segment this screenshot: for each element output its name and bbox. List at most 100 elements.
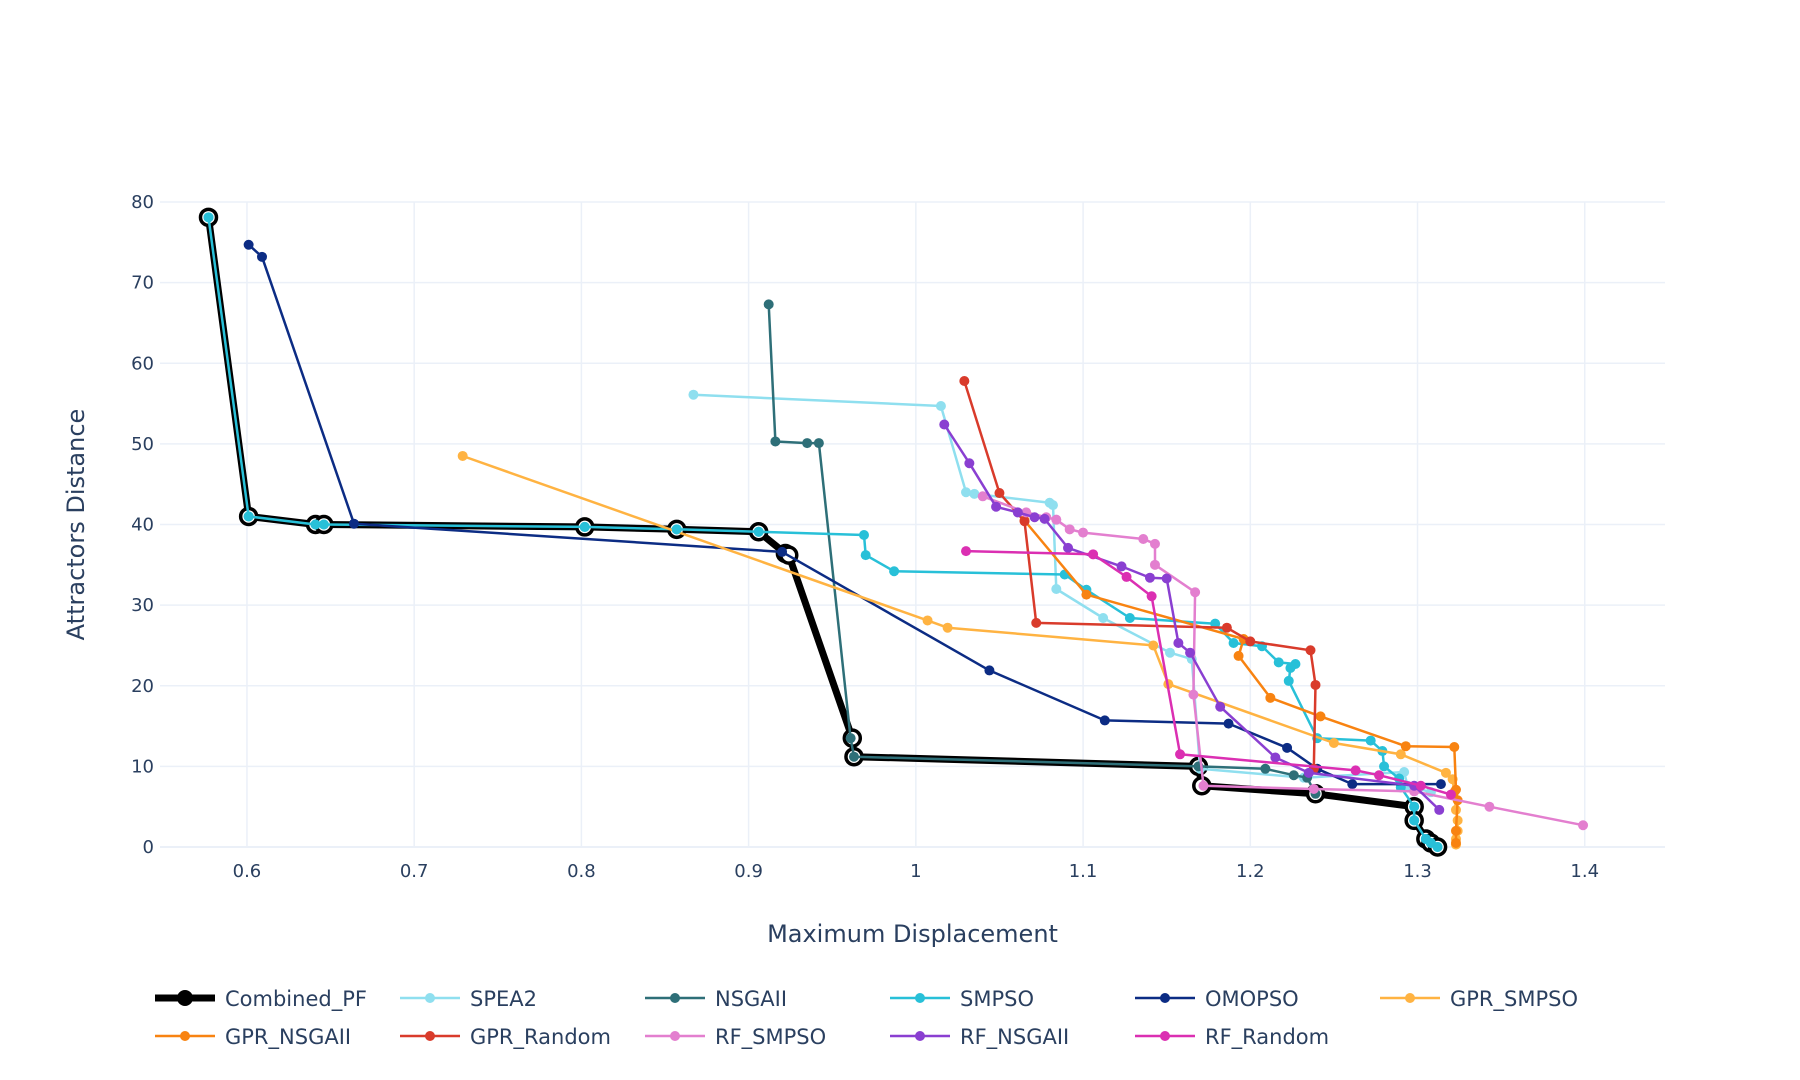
x-axis-title: Maximum Displacement [767,920,1058,948]
data-point [1165,647,1176,658]
data-point [1047,500,1058,511]
data-point [1379,761,1390,772]
y-axis-ticks: 0 10 20 30 40 50 60 70 80 [131,192,154,858]
data-point [1019,516,1030,527]
data-point [1088,549,1099,560]
data-point [1308,783,1319,794]
data-point [257,251,268,262]
data-point [1265,692,1276,703]
y-tick-label: 30 [131,595,154,616]
data-point [860,550,871,561]
legend-item-omopso[interactable]: OMOPSO [1135,987,1299,1011]
data-point [1144,572,1155,583]
series-lines [198,207,1589,857]
legend-item-nsgaii[interactable]: NSGAII [645,987,787,1011]
data-point [1445,789,1456,800]
x-axis-ticks: 0.6 0.7 0.8 0.9 1 1.1 1.2 1.3 1.4 [233,861,1599,882]
data-point [318,519,329,530]
data-point [1081,589,1092,600]
data-point [1188,689,1199,700]
data-point [802,438,813,449]
data-point [935,400,946,411]
data-point [1310,679,1321,690]
data-point [1409,801,1420,812]
x-tick-label: 1.1 [1069,861,1098,882]
legend-label: RF_NSGAII [960,1025,1069,1050]
x-tick-label: 1.2 [1236,861,1265,882]
x-tick-label: 0.8 [567,861,596,882]
series-line-combined-pf [205,213,1442,851]
data-point [1190,587,1201,598]
legend[interactable]: Combined_PF SPEA2 NSGAII SMPSO OMOPSO GPR_SMP… [155,987,1578,1050]
legend-item-gpr-nsgaii[interactable]: GPR_NSGAII [155,1025,351,1050]
legend-item-smpso[interactable]: SMPSO [890,987,1034,1011]
legend-label: NSGAII [715,987,787,1011]
data-point [813,438,824,449]
x-tick-label: 1.3 [1403,861,1432,882]
data-point [939,419,950,430]
legend-item-gpr-random[interactable]: GPR_Random [400,1025,611,1050]
legend-item-rf-smpso[interactable]: RF_SMPSO [645,1025,826,1050]
data-point [243,239,254,250]
data-point [1282,742,1293,753]
legend-item-rf-nsgaii[interactable]: RF_NSGAII [890,1025,1069,1050]
data-point [1198,780,1209,791]
data-point [1365,735,1376,746]
legend-label: SMPSO [960,987,1034,1011]
data-point [1146,591,1157,602]
series-smpso-front-overlay [203,212,1443,852]
data-point [1409,815,1420,826]
legend-item-gpr-smpso[interactable]: GPR_SMPSO [1380,987,1578,1012]
data-point [1149,538,1160,549]
data-point [1215,701,1226,712]
data-point [1185,647,1196,658]
data-point [1303,767,1314,778]
legend-swatch-marker [670,993,680,1003]
data-point [922,615,933,626]
y-tick-label: 50 [131,434,154,455]
legend-item-spea2[interactable]: SPEA2 [400,987,537,1011]
legend-label: RF_SMPSO [715,1025,826,1050]
data-point [984,665,995,676]
data-point [859,529,870,540]
data-point [1435,779,1446,790]
data-point [1328,737,1339,748]
data-point [1432,842,1443,852]
y-tick-label: 20 [131,676,154,697]
data-point [1347,779,1358,790]
legend-label: SPEA2 [470,987,537,1011]
data-point [1395,749,1406,760]
data-point [688,389,699,400]
x-tick-label: 1.4 [1570,861,1599,882]
data-point [1260,763,1271,774]
y-tick-label: 10 [131,756,154,777]
data-point [848,751,859,762]
data-point [1245,636,1256,647]
data-point [964,458,975,469]
series-line-rf-nsgaii [943,423,1441,812]
data-point [1285,663,1296,674]
legend-label: OMOPSO [1205,987,1299,1011]
data-point [994,488,1005,499]
series-rf-nsgaii [939,419,1445,815]
data-point [1078,527,1089,538]
series-gpr-random [959,375,1321,774]
data-point [203,212,214,223]
series-line-smpso [207,216,1439,849]
series-line-rf-smpso [981,495,1585,827]
data-point [1051,514,1062,525]
data-point [1270,752,1281,763]
series-line-rf-random [964,549,1453,796]
data-point [1315,711,1326,722]
data-point [753,526,764,537]
legend-item-combined-pf[interactable]: Combined_PF [155,987,367,1012]
legend-item-rf-random[interactable]: RF_Random [1135,1025,1329,1050]
data-point [1063,542,1074,553]
data-point [1350,765,1361,776]
data-point [1161,573,1172,584]
data-point [1173,638,1184,649]
data-point [1305,645,1316,656]
data-point [777,546,788,557]
data-point [977,491,988,502]
